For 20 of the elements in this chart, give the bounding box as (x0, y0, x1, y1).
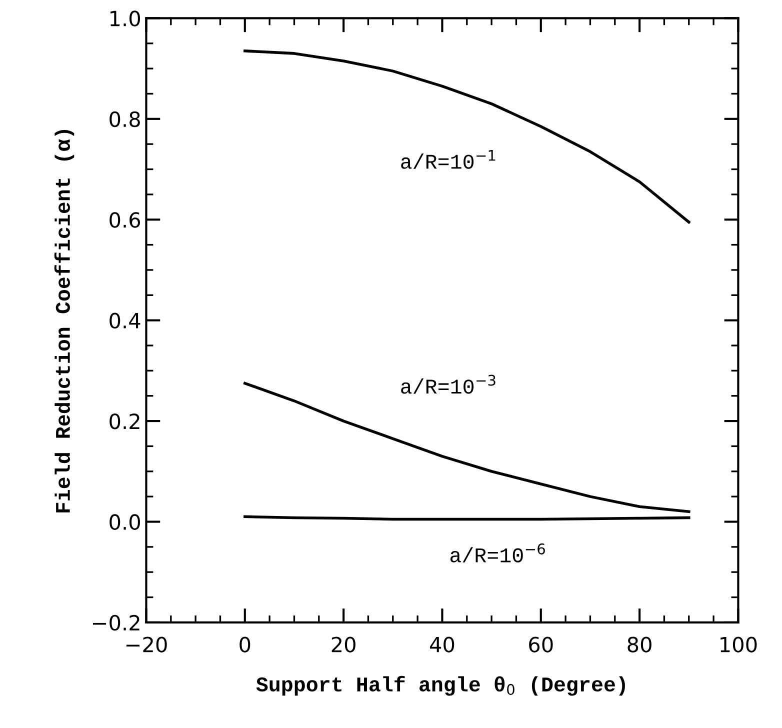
x-tick-label: 40 (430, 636, 454, 652)
x-tick-label: 100 (720, 636, 757, 652)
text: a/R=10$^{−3}$ (401, 374, 496, 394)
y-tick-label: 0.6 (110, 212, 140, 228)
x-tick-label: 0 (240, 636, 250, 652)
y-tick-label: 0.8 (110, 111, 140, 128)
y-tick-label: 1.0 (110, 10, 140, 26)
x-tick-label: 20 (332, 636, 356, 652)
series-label: a/R=10$^{−6}$ (450, 543, 545, 562)
x-tick-label: 60 (529, 636, 553, 652)
y-axis-title: Field Reduction Coefficient (α) (54, 130, 74, 512)
line-series (244, 50, 690, 224)
series-label: a/R=10$^{−1}$ (401, 150, 496, 169)
y-tick-label: 0.4 (110, 312, 140, 329)
y-tick-label: 0.0 (110, 514, 140, 530)
x-tick-label: −20 (126, 636, 167, 652)
x-tick-label: 80 (628, 636, 652, 652)
y-tick-label: −0.2 (92, 614, 140, 631)
y-tick-label: 0.2 (110, 413, 140, 430)
text: Support Half angle θ$_{0}$ (Degree) (256, 676, 625, 696)
